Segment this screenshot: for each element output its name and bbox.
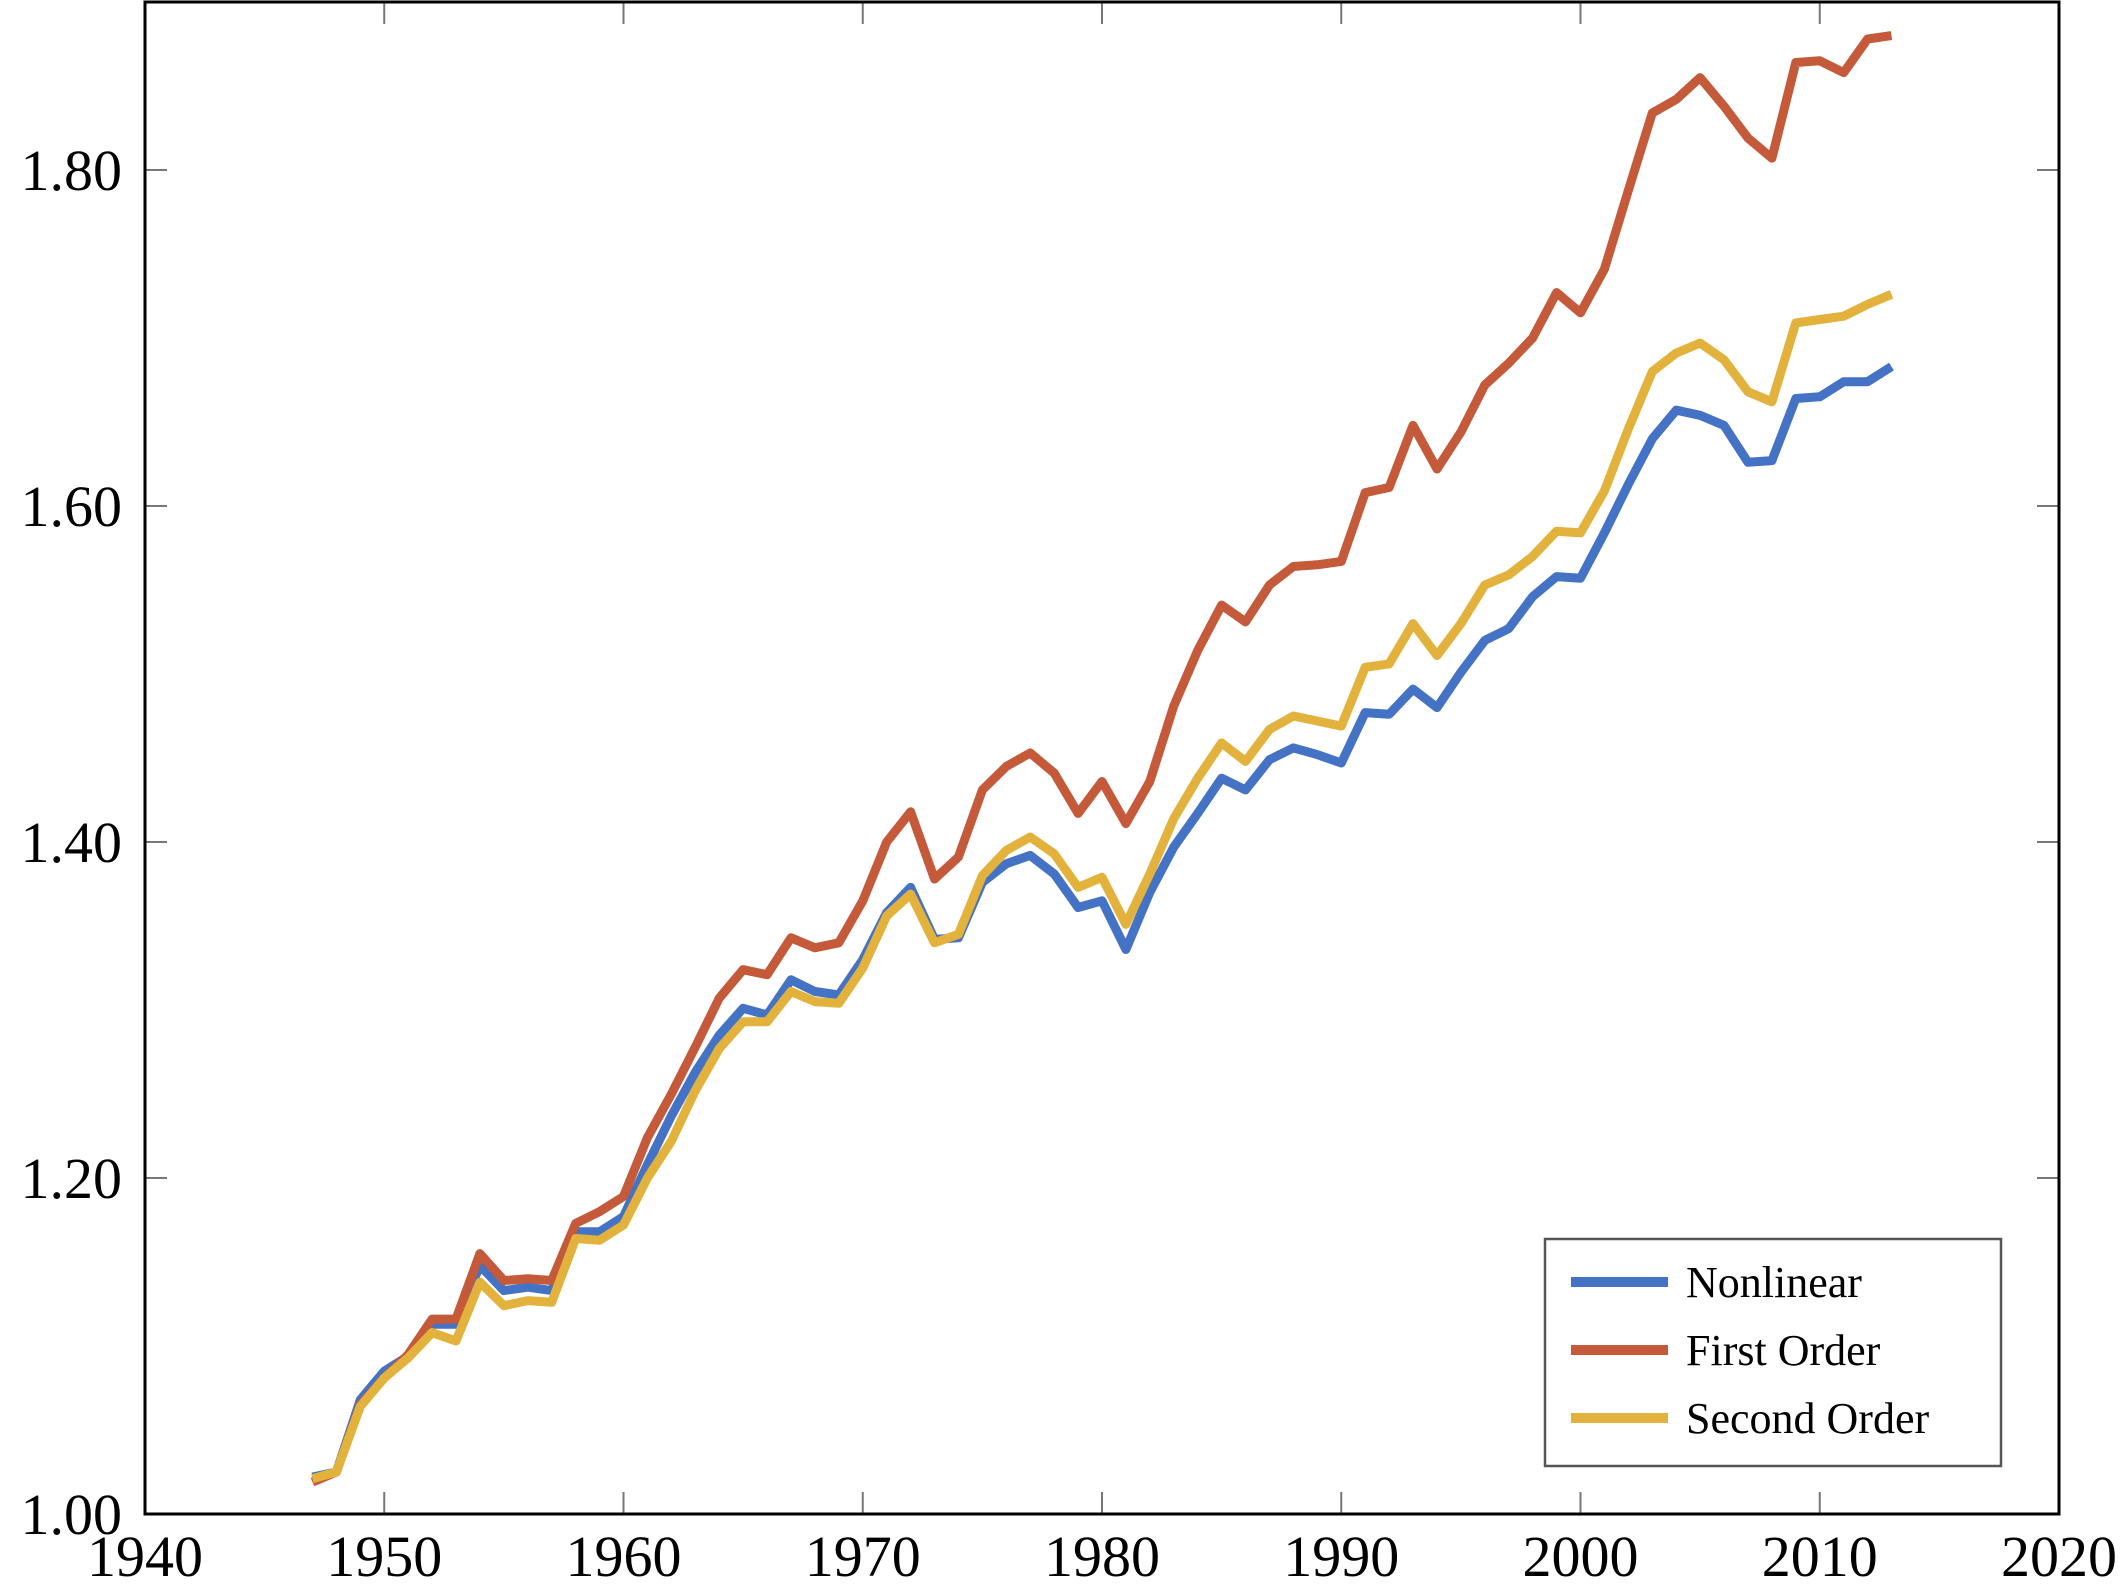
y-tick-label: 1.80 bbox=[21, 138, 123, 203]
x-tick-label: 1980 bbox=[1044, 1524, 1160, 1589]
x-tick-label: 1990 bbox=[1283, 1524, 1399, 1589]
x-tick-label: 2000 bbox=[1523, 1524, 1639, 1589]
legend-label: First Order bbox=[1686, 1326, 1881, 1375]
y-tick-label: 1.60 bbox=[21, 474, 123, 539]
legend: Nonlinear First Order Second Order bbox=[1543, 1237, 2003, 1468]
x-tick-label: 1950 bbox=[326, 1524, 442, 1589]
x-tick-label: 2020 bbox=[2001, 1524, 2117, 1589]
y-tick-label: 1.00 bbox=[21, 1482, 123, 1547]
series-line-first-order bbox=[310, 31, 1893, 1487]
y-tick-label: 1.20 bbox=[21, 1146, 123, 1211]
plot-frame bbox=[143, 0, 2061, 1516]
x-tick-label: 1940 bbox=[87, 1524, 203, 1589]
x-axis-tick-labels: 1940 1950 1960 1970 1980 1990 2000 2010 2020 bbox=[87, 1524, 2117, 1589]
legend-label: Nonlinear bbox=[1686, 1258, 1862, 1307]
series-line-second-order bbox=[311, 290, 1894, 1484]
x-tick-label: 1970 bbox=[805, 1524, 921, 1589]
x-tick-label: 2010 bbox=[1762, 1524, 1878, 1589]
data-series bbox=[310, 31, 1894, 1487]
x-tick-label: 1960 bbox=[566, 1524, 682, 1589]
y-tick-label: 1.40 bbox=[21, 810, 123, 875]
legend-items: Nonlinear First Order Second Order bbox=[1571, 1258, 1929, 1443]
legend-label: Second Order bbox=[1686, 1394, 1929, 1443]
y-axis-tick-labels: 1.00 1.20 1.40 1.60 1.80 bbox=[21, 138, 123, 1547]
legend-box bbox=[1543, 1237, 2003, 1468]
